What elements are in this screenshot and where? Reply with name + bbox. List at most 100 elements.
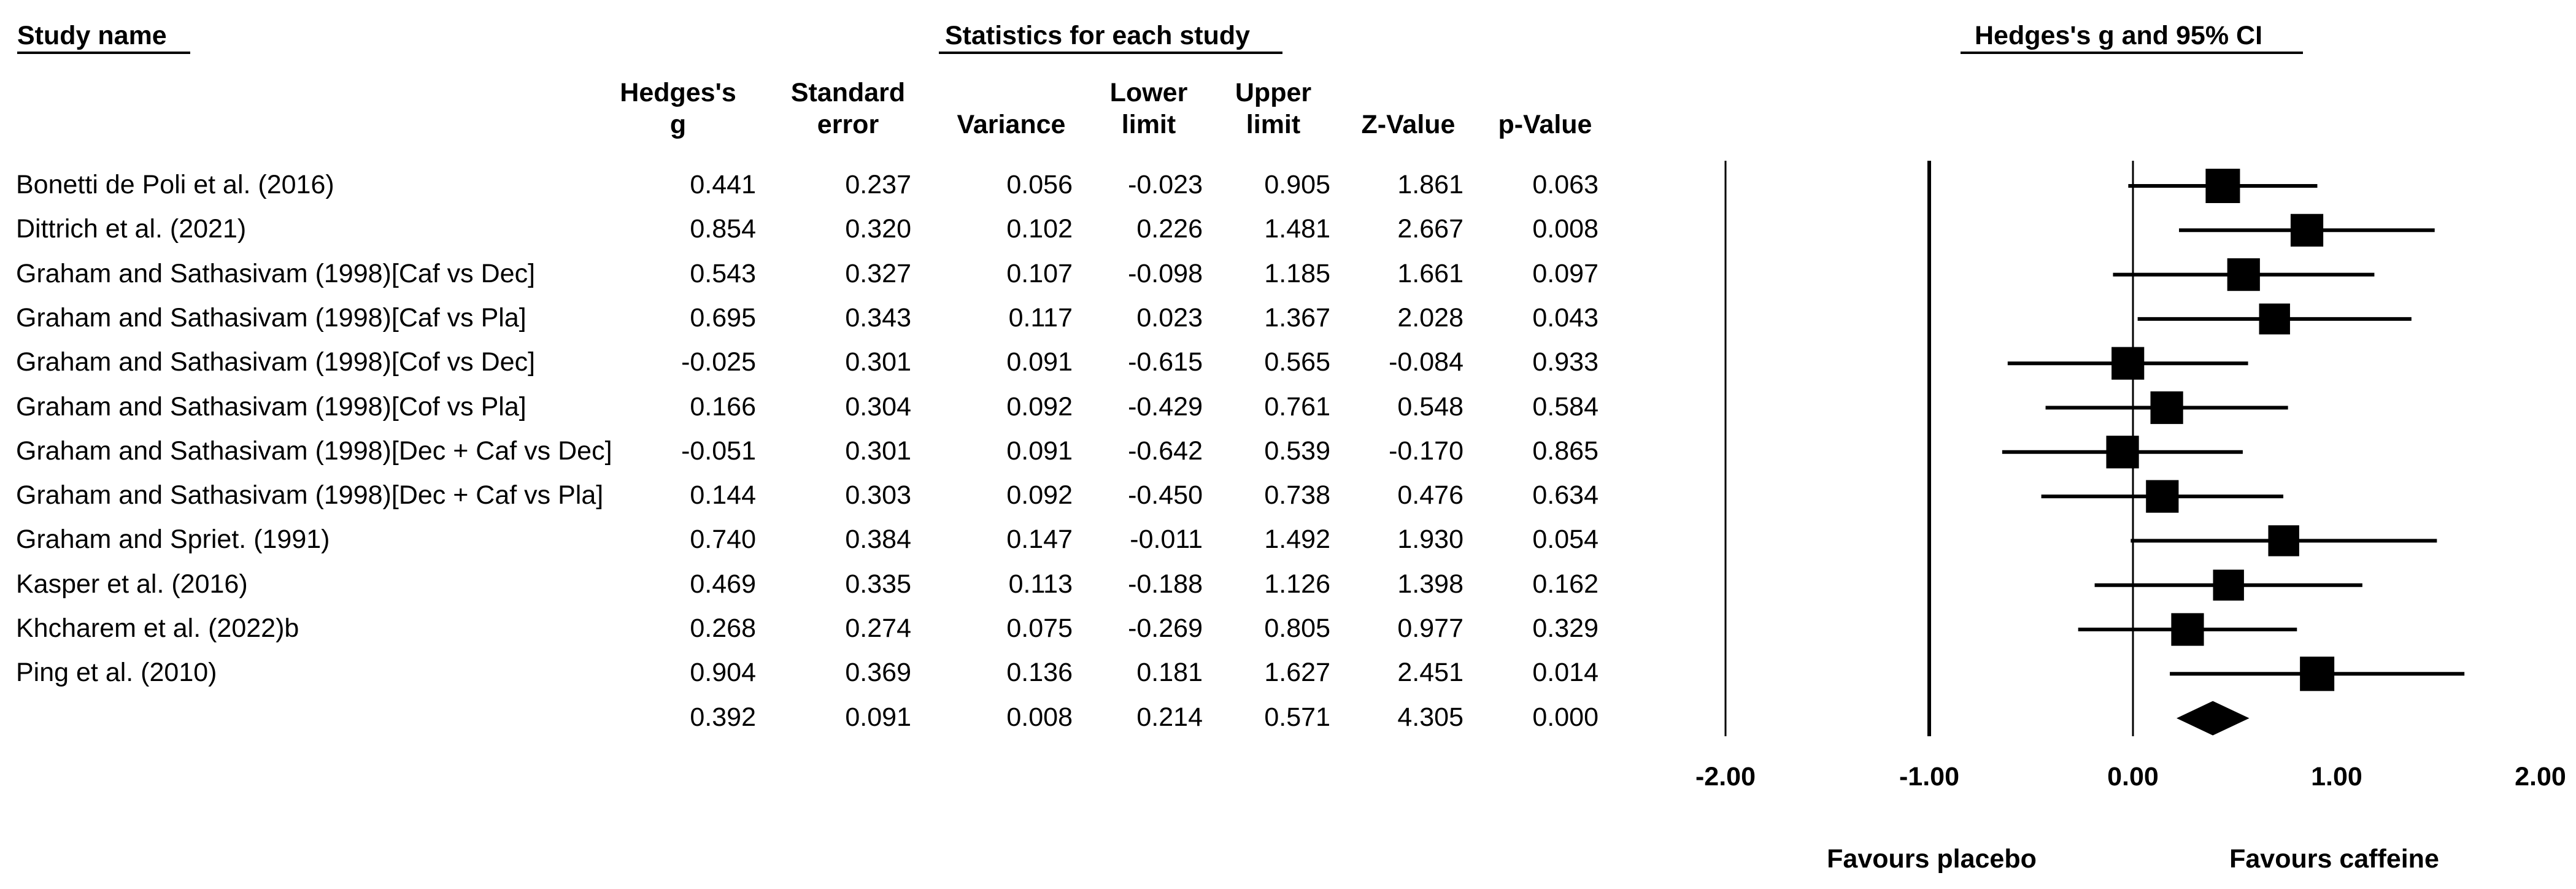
cell-hedges-g: 0.441 <box>690 170 756 199</box>
study-name: Graham and Sathasivam (1998)[Cof vs Pla] <box>16 391 526 421</box>
cell-upper-limit: 0.738 <box>1264 480 1330 510</box>
column-header-variance: Variance <box>944 77 1079 140</box>
summary-diamond <box>2177 701 2250 736</box>
cell-upper-limit: 0.539 <box>1264 436 1330 466</box>
cell-standard-error: 0.304 <box>845 391 911 421</box>
effect-square <box>2205 169 2240 203</box>
study-name: Kasper et al. (2016) <box>16 569 248 599</box>
plot-underline <box>1961 52 2303 54</box>
cell-p-value: 0.097 <box>1532 258 1598 288</box>
cell-z-value: 4.305 <box>1397 702 1463 732</box>
x-tick-label: -1.00 <box>1899 762 1959 791</box>
cell-hedges-g: 0.144 <box>690 480 756 510</box>
cell-variance: 0.091 <box>1006 436 1073 466</box>
effect-square <box>2227 258 2260 291</box>
cell-variance: 0.117 <box>1008 302 1073 333</box>
cell-upper-limit: 1.492 <box>1264 525 1330 555</box>
cell-p-value: 0.634 <box>1532 480 1598 510</box>
cell-lower-limit: -0.450 <box>1128 480 1203 510</box>
column-header-line2: limit <box>1246 110 1301 139</box>
x-tick-label: 2.00 <box>2515 762 2566 791</box>
cell-z-value: -0.084 <box>1389 347 1463 377</box>
cell-standard-error: 0.237 <box>845 170 911 199</box>
study-name: Bonetti de Poli et al. (2016) <box>16 170 334 199</box>
effect-square <box>2290 214 2324 247</box>
favours-placebo-label: Favours placebo <box>1827 844 2037 874</box>
column-header-z-value: Z-Value <box>1341 77 1476 140</box>
cell-upper-limit: 0.905 <box>1264 170 1330 199</box>
column-header-line2: Z-Value <box>1361 110 1456 139</box>
cell-lower-limit: -0.269 <box>1128 614 1203 643</box>
cell-z-value: 1.861 <box>1397 170 1463 199</box>
cell-p-value: 0.054 <box>1532 525 1598 555</box>
cell-z-value: 2.028 <box>1397 302 1463 333</box>
cell-hedges-g: -0.051 <box>681 436 756 466</box>
cell-variance: 0.136 <box>1006 658 1073 688</box>
study-name-header: Study name <box>17 21 167 50</box>
cell-lower-limit: 0.214 <box>1136 702 1203 732</box>
cell-hedges-g: 0.904 <box>690 658 756 688</box>
cell-lower-limit: -0.642 <box>1128 436 1203 466</box>
effect-square <box>2300 656 2335 691</box>
study-name-underline <box>17 52 190 54</box>
study-name: Graham and Sathasivam (1998)[Caf vs Pla] <box>16 302 526 333</box>
column-header-line2: error <box>817 110 879 139</box>
effect-square <box>2213 569 2244 601</box>
cell-upper-limit: 0.565 <box>1264 347 1330 377</box>
effect-square <box>2150 391 2183 425</box>
cell-upper-limit: 1.185 <box>1264 258 1330 288</box>
cell-lower-limit: -0.098 <box>1128 258 1203 288</box>
study-name: Ping et al. (2010) <box>16 658 217 688</box>
x-tick-label: 1.00 <box>2311 762 2362 791</box>
cell-p-value: 0.008 <box>1532 214 1598 244</box>
effect-square <box>2268 525 2299 556</box>
cell-standard-error: 0.327 <box>845 258 911 288</box>
study-name: Dittrich et al. (2021) <box>16 214 247 244</box>
cell-z-value: -0.170 <box>1389 436 1463 466</box>
cell-z-value: 2.667 <box>1397 214 1463 244</box>
cell-variance: 0.092 <box>1006 480 1073 510</box>
column-header-line1: Hedges's <box>620 78 736 107</box>
cell-hedges-g: 0.543 <box>690 258 756 288</box>
cell-hedges-g: 0.740 <box>690 525 756 555</box>
column-header-upper-limit: Upper limit <box>1206 77 1341 140</box>
cell-p-value: 0.865 <box>1532 436 1598 466</box>
cell-standard-error: 0.320 <box>845 214 911 244</box>
cell-standard-error: 0.091 <box>845 702 911 732</box>
column-header-standard-error: Standard error <box>781 77 916 140</box>
stats-header: Statistics for each study <box>945 21 1251 50</box>
cell-p-value: 0.584 <box>1532 391 1598 421</box>
cell-hedges-g: 0.166 <box>690 391 756 421</box>
cell-variance: 0.091 <box>1006 347 1073 377</box>
cell-z-value: 0.476 <box>1397 480 1463 510</box>
study-name: Graham and Sathasivam (1998)[Dec + Caf v… <box>16 436 612 466</box>
cell-standard-error: 0.301 <box>845 347 911 377</box>
column-header-line2: g <box>669 110 687 139</box>
cell-hedges-g: 0.854 <box>690 214 756 244</box>
cell-lower-limit: 0.226 <box>1136 214 1203 244</box>
cell-z-value: 2.451 <box>1397 658 1463 688</box>
column-header-lower-limit: Lower limit <box>1081 77 1216 140</box>
study-name: Khcharem et al. (2022)b <box>16 614 299 643</box>
cell-lower-limit: -0.023 <box>1128 170 1203 199</box>
cell-variance: 0.075 <box>1006 614 1073 643</box>
cell-hedges-g: 0.469 <box>690 569 756 599</box>
cell-standard-error: 0.274 <box>845 614 911 643</box>
column-header-line1: Lower <box>1109 78 1188 107</box>
cell-hedges-g: 0.392 <box>690 702 756 732</box>
effect-square <box>2259 303 2290 335</box>
favours-caffeine-label: Favours caffeine <box>2229 844 2439 874</box>
cell-upper-limit: 0.761 <box>1264 391 1330 421</box>
column-header-p-value: p-Value <box>1478 77 1613 140</box>
cell-upper-limit: 1.367 <box>1264 302 1330 333</box>
x-tick-label: -2.00 <box>1695 762 1756 791</box>
cell-variance: 0.147 <box>1006 525 1073 555</box>
cell-p-value: 0.043 <box>1532 302 1598 333</box>
cell-lower-limit: 0.023 <box>1136 302 1203 333</box>
column-header-line2: p-Value <box>1498 110 1592 139</box>
cell-standard-error: 0.335 <box>845 569 911 599</box>
cell-p-value: 0.014 <box>1532 658 1598 688</box>
cell-standard-error: 0.303 <box>845 480 911 510</box>
cell-z-value: 1.930 <box>1397 525 1463 555</box>
